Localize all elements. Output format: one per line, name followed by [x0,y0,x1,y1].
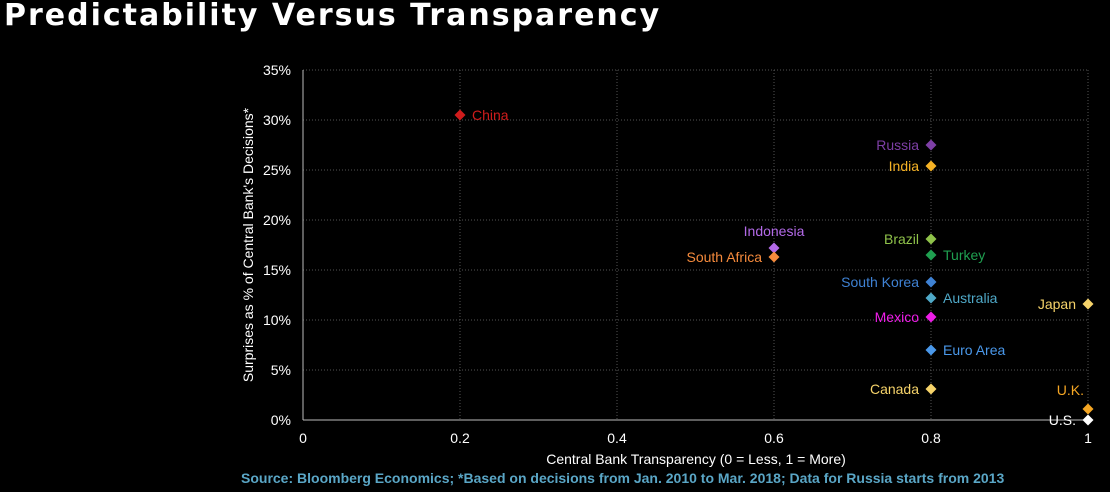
data-point: Euro Area [925,342,1005,358]
point-marker [925,233,937,245]
data-point: Russia [876,137,937,153]
point-marker [925,249,937,261]
point-marker [1082,403,1094,415]
y-tick-label: 20% [263,212,291,228]
data-point: U.S. [1049,412,1094,428]
data-point: Japan [1038,296,1094,312]
y-tick-label: 0% [271,412,291,428]
point-label: U.K. [1057,382,1084,398]
axes [302,70,1088,421]
data-point: Canada [870,381,937,397]
data-point: U.K. [1057,382,1094,415]
point-label: South Africa [687,249,763,265]
point-marker [768,242,780,254]
y-tick-label: 15% [263,262,291,278]
point-label: South Korea [841,274,919,290]
point-marker [925,383,937,395]
y-tick-label: 25% [263,162,291,178]
x-tick-label: 1 [1084,430,1092,446]
data-point: India [889,158,937,174]
point-label: Japan [1038,296,1076,312]
data-point: Mexico [875,309,937,325]
x-tick-label: 0 [299,430,307,446]
data-points: China Russia India Indonesia South Africa Bra… [454,107,1094,428]
y-tick-labels: 0% 5% 10% 15% 20% 25% 30% 35% [263,62,291,428]
point-label: Turkey [943,247,985,263]
y-axis-label: Surprises as % of Central Bank's Decisio… [240,107,256,382]
point-marker [1082,414,1094,426]
point-label: India [889,158,920,174]
x-axis-label: Central Bank Transparency (0 = Less, 1 =… [546,451,846,467]
point-label: Euro Area [943,342,1005,358]
source-note: Source: Bloomberg Economics; *Based on d… [241,470,1005,486]
point-marker [925,276,937,288]
x-tick-label: 0.2 [450,430,470,446]
point-marker [925,292,937,304]
point-marker [768,251,780,263]
point-marker [925,160,937,172]
y-tick-label: 10% [263,312,291,328]
y-tick-label: 35% [263,62,291,78]
grid-lines [303,69,1089,420]
data-point: Australia [925,290,998,306]
point-marker [454,109,466,121]
data-point: Brazil [884,231,937,247]
x-tick-labels: 0 0.2 0.4 0.6 0.8 1 [299,430,1092,446]
point-label: Indonesia [744,223,805,239]
data-point: Indonesia [744,223,805,254]
y-tick-label: 5% [271,362,291,378]
data-point: Turkey [925,247,985,263]
point-label: Canada [870,381,919,397]
x-tick-label: 0.8 [921,430,941,446]
x-tick-label: 0.6 [764,430,784,446]
point-label: Australia [943,290,998,306]
point-label: Russia [876,137,919,153]
chart-title: Predictability Versus Transparency [4,0,662,33]
data-point: South Africa [687,249,780,265]
point-marker [925,344,937,356]
y-tick-label: 30% [263,112,291,128]
point-label: U.S. [1049,412,1076,428]
x-tick-label: 0.4 [607,430,627,446]
data-point: South Korea [841,274,937,290]
point-label: China [472,107,509,123]
point-label: Brazil [884,231,919,247]
point-marker [1082,298,1094,310]
data-point: China [454,107,509,123]
point-marker [925,311,937,323]
point-label: Mexico [875,309,920,325]
point-marker [925,139,937,151]
